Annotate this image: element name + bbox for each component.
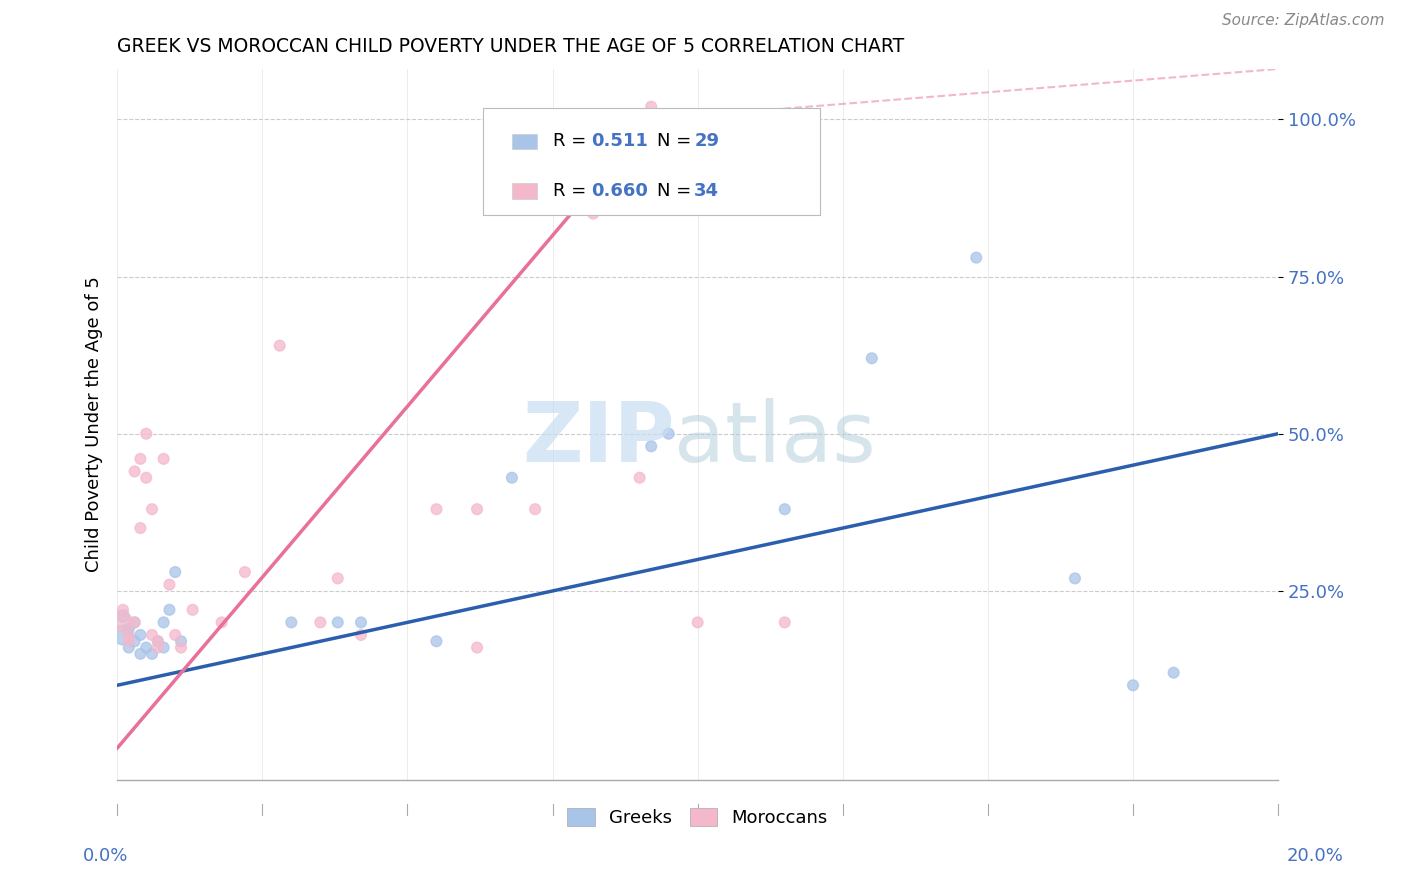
Point: [141, 502, 163, 516]
Point: [165, 628, 187, 642]
Point: [146, 634, 169, 648]
Point: [1064, 571, 1087, 585]
Point: [860, 351, 883, 366]
Text: R =: R =: [553, 182, 592, 200]
Point: [111, 615, 134, 630]
Point: [124, 465, 146, 479]
Point: [211, 615, 233, 630]
Point: [326, 615, 349, 630]
Text: atlas: atlas: [675, 398, 876, 479]
Point: [425, 502, 447, 516]
Point: [280, 615, 302, 630]
Point: [181, 603, 204, 617]
Text: R =: R =: [553, 132, 592, 151]
Text: N =: N =: [657, 132, 697, 151]
Point: [118, 640, 141, 655]
Point: [152, 615, 174, 630]
Text: GREEK VS MOROCCAN CHILD POVERTY UNDER THE AGE OF 5 CORRELATION CHART: GREEK VS MOROCCAN CHILD POVERTY UNDER TH…: [117, 37, 904, 56]
Text: 0.0%: 0.0%: [83, 847, 128, 864]
Point: [524, 502, 547, 516]
Point: [269, 339, 291, 353]
Point: [425, 634, 447, 648]
Point: [152, 451, 174, 466]
Point: [129, 647, 152, 661]
Text: 20.0%: 20.0%: [1286, 847, 1343, 864]
Point: [350, 615, 373, 630]
Point: [465, 502, 488, 516]
Point: [124, 615, 146, 630]
Text: 0.511: 0.511: [591, 132, 648, 151]
Text: N =: N =: [657, 182, 697, 200]
Point: [309, 615, 332, 630]
Point: [465, 640, 488, 655]
Y-axis label: Child Poverty Under the Age of 5: Child Poverty Under the Age of 5: [86, 277, 103, 573]
Point: [111, 609, 134, 624]
Point: [640, 100, 662, 114]
Point: [159, 603, 181, 617]
Point: [135, 640, 157, 655]
Point: [773, 615, 796, 630]
Point: [582, 206, 605, 220]
Point: [129, 451, 152, 466]
Point: [111, 628, 134, 642]
Point: [152, 640, 174, 655]
Text: Source: ZipAtlas.com: Source: ZipAtlas.com: [1222, 13, 1385, 28]
Point: [118, 634, 141, 648]
FancyBboxPatch shape: [482, 108, 820, 215]
Text: 34: 34: [695, 182, 720, 200]
Point: [159, 577, 181, 591]
FancyBboxPatch shape: [512, 134, 537, 149]
Point: [124, 615, 146, 630]
Point: [686, 615, 709, 630]
Point: [141, 628, 163, 642]
Point: [165, 565, 187, 579]
Point: [118, 628, 141, 642]
Point: [965, 251, 987, 265]
Point: [170, 634, 193, 648]
FancyBboxPatch shape: [512, 184, 537, 199]
Point: [773, 502, 796, 516]
Point: [146, 640, 169, 655]
Point: [141, 647, 163, 661]
Point: [129, 628, 152, 642]
Point: [233, 565, 256, 579]
Point: [326, 571, 349, 585]
Legend: Greeks, Moroccans: Greeks, Moroccans: [560, 801, 835, 835]
Point: [640, 439, 662, 453]
Point: [135, 471, 157, 485]
Point: [658, 426, 681, 441]
Text: 0.660: 0.660: [591, 182, 648, 200]
Point: [501, 471, 523, 485]
Point: [1122, 678, 1144, 692]
Point: [111, 603, 134, 617]
Point: [628, 471, 651, 485]
Text: 29: 29: [695, 132, 720, 151]
Point: [129, 521, 152, 535]
Point: [1163, 665, 1185, 680]
Point: [118, 622, 141, 636]
Point: [170, 640, 193, 655]
Text: ZIP: ZIP: [522, 398, 675, 479]
Point: [135, 426, 157, 441]
Point: [146, 634, 169, 648]
Point: [124, 634, 146, 648]
Point: [350, 628, 373, 642]
